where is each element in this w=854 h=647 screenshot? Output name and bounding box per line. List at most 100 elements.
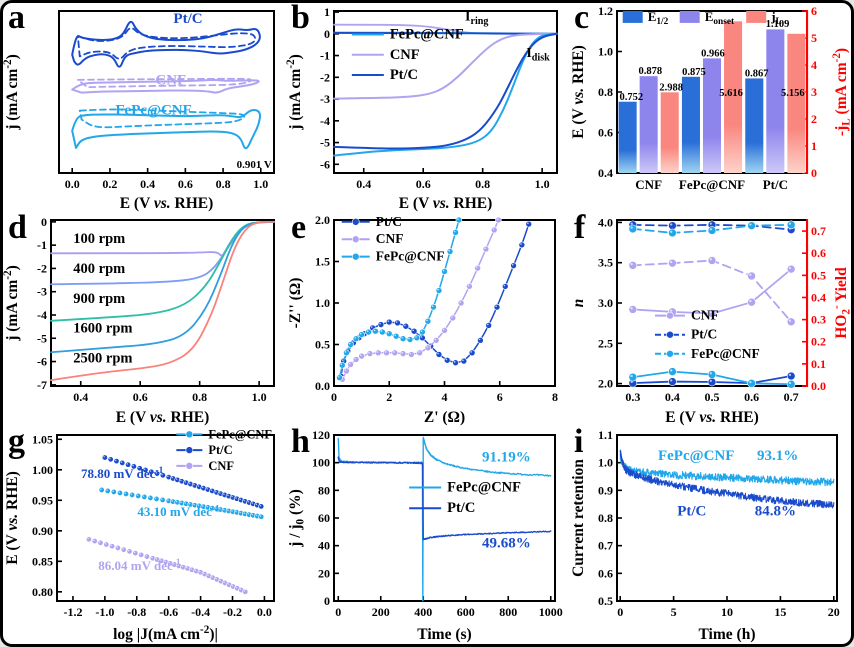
svg-text:Time (s): Time (s)	[417, 626, 471, 643]
svg-text:100: 100	[312, 456, 330, 470]
svg-text:900 rpm: 900 rpm	[73, 291, 125, 307]
svg-text:20: 20	[318, 566, 330, 580]
svg-text:0: 0	[324, 594, 330, 608]
svg-text:0.0: 0.0	[811, 379, 826, 393]
svg-text:FePc@CNF: FePc@CNF	[390, 27, 464, 43]
svg-text:FePc@CNF: FePc@CNF	[447, 479, 521, 495]
svg-text:0.2: 0.2	[811, 335, 826, 349]
svg-text:86.04 mV dec-1: 86.04 mV dec-1	[98, 558, 181, 573]
svg-text:0.6: 0.6	[598, 566, 613, 580]
svg-text:8: 8	[552, 390, 558, 404]
panel-a-cv: a 0.0 0.2 0.4 0.6 0.8 1.0 E (V vs. RHE) j (mA c…	[3, 3, 286, 213]
svg-text:-1: -1	[320, 49, 330, 63]
svg-text:HO2- Yield: HO2- Yield	[831, 267, 853, 339]
panel-grid: a 0.0 0.2 0.4 0.6 0.8 1.0 E (V vs. RHE) j (mA c…	[3, 3, 851, 644]
svg-text:1: 1	[324, 5, 330, 19]
svg-text:E (V vs. RHE): E (V vs. RHE)	[4, 471, 21, 565]
svg-text:n: n	[570, 299, 587, 308]
svg-text:0.3: 0.3	[811, 313, 826, 327]
svg-text:jL: jL	[770, 9, 782, 27]
svg-text:-0.8: -0.8	[127, 605, 146, 619]
panel-letter-i: i	[574, 423, 584, 460]
svg-text:CNF: CNF	[635, 177, 662, 192]
svg-text:-4: -4	[320, 114, 330, 128]
svg-text:2.5: 2.5	[598, 336, 613, 350]
svg-text:0.752: 0.752	[619, 92, 643, 103]
svg-text:80: 80	[318, 483, 330, 497]
svg-text:0.9: 0.9	[598, 483, 613, 497]
lsv-chart: 0.4 0.6 0.8 1.0 1 0 -1 -2 -3 -4 -5 -6 E (V vs. RHE) j…	[285, 3, 569, 213]
panel-d-rotation: d 0.4 0.6 0.8 1.0 0 -1 -2 -3 -4 -5 -6 -7 E (V vs. RH…	[3, 209, 286, 427]
electron-number-chart: 0.3 0.4 0.5 0.6 0.7 2.0 2.5 3.0 3.5 4.0 0.0 0.1 0.2 0…	[569, 213, 851, 427]
svg-text:-3: -3	[320, 92, 330, 106]
svg-text:0.5: 0.5	[811, 268, 826, 282]
svg-text:91.19%: 91.19%	[482, 449, 531, 465]
svg-text:j / j0 (%): j / j0 (%)	[287, 489, 307, 548]
svg-text:CNF: CNF	[376, 231, 404, 246]
svg-text:0: 0	[617, 605, 623, 619]
methanol-tolerance-chart: 0 200 400 600 800 1000 0 20 40 60 80 100 120 Time (s)…	[286, 427, 569, 644]
svg-text:Pt/C: Pt/C	[691, 327, 717, 342]
svg-text:FePc@CNF: FePc@CNF	[115, 103, 191, 119]
panel-letter-d: d	[8, 209, 27, 246]
svg-text:-2: -2	[320, 70, 330, 84]
svg-text:200: 200	[372, 605, 390, 619]
svg-text:0.2: 0.2	[102, 177, 117, 191]
panel-letter-f: f	[574, 209, 586, 246]
svg-text:20: 20	[828, 605, 840, 619]
svg-text:CNF: CNF	[208, 459, 234, 473]
panel-g-tafel: g -1.2 -1.0 -0.8 -0.6 -0.4 -0.2 0.0 1.05 1.00 0.9…	[3, 423, 286, 644]
svg-text:1.00: 1.00	[32, 463, 53, 477]
svg-text:-6: -6	[37, 355, 47, 369]
panel-letter-a: a	[8, 0, 25, 36]
svg-text:0.4: 0.4	[73, 390, 88, 404]
panel-b-lsv: b 0.4 0.6 0.8 1.0 1 0 -1 -2 -3 -4 -5 -6 E (V vs. RHE…	[285, 0, 569, 213]
svg-text:-5: -5	[37, 331, 47, 345]
svg-text:Pt/C: Pt/C	[208, 443, 232, 457]
svg-text:E (V vs. RHE): E (V vs. RHE)	[399, 195, 493, 212]
svg-text:-3: -3	[37, 285, 47, 299]
svg-text:2: 2	[386, 390, 392, 404]
svg-text:0.5: 0.5	[705, 390, 720, 404]
svg-text:4: 4	[811, 58, 817, 72]
panel-letter-b: b	[291, 0, 310, 36]
svg-text:0.6: 0.6	[811, 246, 826, 260]
svg-text:0.8: 0.8	[475, 177, 490, 191]
svg-text:0.85: 0.85	[32, 554, 53, 568]
svg-text:-0.4: -0.4	[191, 605, 210, 619]
svg-text:10: 10	[721, 605, 733, 619]
svg-text:-Z'' (Ω): -Z'' (Ω)	[287, 278, 304, 329]
svg-text:Current retention: Current retention	[570, 459, 587, 577]
svg-text:1.0: 1.0	[598, 45, 613, 59]
svg-text:0.80: 0.80	[32, 585, 53, 599]
svg-text:Idisk: Idisk	[526, 46, 550, 63]
svg-text:FePc@CNF: FePc@CNF	[658, 448, 734, 464]
svg-text:-2: -2	[37, 261, 47, 275]
svg-text:0.6: 0.6	[178, 177, 193, 191]
svg-text:84.8%: 84.8%	[755, 503, 796, 519]
svg-text:E (V vs. RHE): E (V vs. RHE)	[665, 409, 759, 426]
svg-text:0: 0	[324, 27, 330, 41]
svg-text:49.68%: 49.68%	[482, 536, 531, 552]
svg-text:1.0: 1.0	[598, 456, 613, 470]
svg-text:0: 0	[41, 215, 47, 229]
svg-text:0.8: 0.8	[598, 511, 613, 525]
svg-text:1.2: 1.2	[598, 4, 613, 18]
svg-text:3: 3	[811, 85, 817, 99]
svg-text:Eonset: Eonset	[705, 9, 735, 27]
svg-text:2: 2	[811, 112, 817, 126]
svg-text:1.109: 1.109	[766, 19, 790, 30]
svg-text:1.05: 1.05	[32, 432, 53, 446]
panel-e-eis: e 0 2 4 6 8 0.0 0.5 1.0 1.5 2.0 Z' (Ω) -Z'' (Ω) Pt/C…	[286, 209, 569, 427]
svg-text:-0.2: -0.2	[223, 605, 242, 619]
panel-c-bars: c 0.4 0.6 0.8 1.0 1.2 0 1 2 3 4 5 6 E (V vs. RHE) -jL…	[569, 3, 851, 213]
svg-text:0.0: 0.0	[65, 177, 80, 191]
svg-text:-jL (mA cm-2): -jL (mA cm-2)	[831, 48, 853, 136]
svg-text:-5: -5	[320, 136, 330, 150]
svg-text:4.0: 4.0	[598, 215, 613, 229]
svg-text:6: 6	[811, 4, 817, 18]
panel-letter-c: c	[574, 0, 590, 36]
svg-text:0.6: 0.6	[598, 126, 613, 140]
svg-text:0.6: 0.6	[416, 177, 431, 191]
svg-text:0: 0	[335, 605, 341, 619]
